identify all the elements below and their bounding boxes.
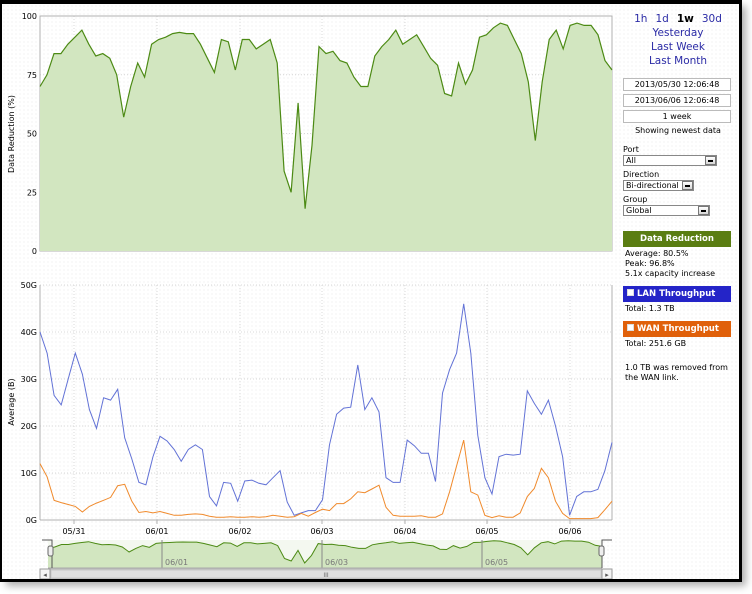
start-time-field[interactable]: 2013/05/30 12:06:48 xyxy=(623,78,731,91)
scroll-grip-icon: III xyxy=(323,572,329,579)
navigator-right-handle[interactable] xyxy=(598,545,605,557)
scroll-thumb[interactable] xyxy=(50,569,602,579)
range-1d[interactable]: 1d xyxy=(655,13,669,25)
svg-text:0G: 0G xyxy=(26,516,37,525)
duration-field[interactable]: 1 week xyxy=(623,110,731,123)
wan-total: Total: 251.6 GB xyxy=(625,339,687,348)
svg-text:100: 100 xyxy=(22,12,37,21)
svg-text:06/05: 06/05 xyxy=(475,527,498,536)
navigator-left-bracket xyxy=(42,539,53,568)
svg-text:06/02: 06/02 xyxy=(228,527,251,536)
control-panel: 1h 1d 1w 30d Yesterday Last Week Last Month… xyxy=(622,4,734,383)
range-1w[interactable]: 1w xyxy=(676,13,694,25)
throughput-axis-label: Average (B) xyxy=(7,378,16,425)
wan-throughput-line xyxy=(39,439,613,520)
svg-text:40G: 40G xyxy=(21,328,37,337)
charts-canvas: 0 25 50 75 100 Data Reduction (%) 0G 10G 20G 30… xyxy=(7,12,613,579)
data-reduction-average: Average: 80.5% xyxy=(625,249,689,258)
port-select[interactable]: All xyxy=(623,155,717,166)
svg-text:06/04: 06/04 xyxy=(393,527,416,536)
lan-total: Total: 1.3 TB xyxy=(625,304,675,313)
svg-text:50: 50 xyxy=(27,130,37,139)
navigator-line xyxy=(47,540,603,564)
time-navigator[interactable]: 06/01 06/03 06/05 ◂ III ▸ xyxy=(39,539,613,579)
svg-text:06/01: 06/01 xyxy=(165,558,188,567)
port-select-value: All xyxy=(626,156,636,165)
range-last-month-link[interactable]: Last Month xyxy=(648,55,708,67)
svg-text:06/03: 06/03 xyxy=(310,527,333,536)
arrow-left-icon: ◂ xyxy=(43,571,47,579)
checkbox-checked-icon[interactable] xyxy=(627,289,634,296)
chevron-down-icon[interactable] xyxy=(682,181,693,190)
range-1h[interactable]: 1h xyxy=(634,13,648,25)
data-reduction-stats: Average: 80.5% Peak: 96.8% 5.1x capacity… xyxy=(625,249,734,279)
data-reduction-peak: Peak: 96.8% xyxy=(625,259,675,268)
chevron-down-icon[interactable] xyxy=(705,156,716,165)
chevron-down-icon[interactable] xyxy=(698,206,709,215)
svg-text:20G: 20G xyxy=(21,422,37,431)
scroll-right-button[interactable] xyxy=(601,568,613,579)
svg-text:05/31: 05/31 xyxy=(62,527,85,536)
time-range-selector: 1h 1d 1w 30d Yesterday Last Week Last Month xyxy=(622,12,734,68)
wan-removed-note: 1.0 TB was removed from the WAN link. xyxy=(625,363,728,382)
throughput-chart: 0G 10G 20G 30G 40G 50G 05/31 06/01 06/02 06/03 06… xyxy=(7,281,613,536)
range-last-week-link[interactable]: Last Week xyxy=(651,41,705,53)
report-window: 0 25 50 75 100 Data Reduction (%) 0G 10G 20G 30… xyxy=(0,0,742,582)
svg-text:30G: 30G xyxy=(21,375,37,384)
group-select-value: Global xyxy=(626,206,652,215)
svg-text:06/06: 06/06 xyxy=(558,527,581,536)
scroll-left-button[interactable] xyxy=(39,568,51,579)
lan-legend-label: LAN Throughput xyxy=(637,289,716,299)
group-label: Group xyxy=(623,195,648,204)
svg-text:25: 25 xyxy=(27,188,37,197)
lan-throughput-legend-toggle[interactable]: LAN Throughput xyxy=(623,286,731,302)
range-30d[interactable]: 30d xyxy=(701,13,722,25)
navigator-right-bracket xyxy=(601,539,612,568)
data-reduction-line xyxy=(39,22,613,209)
direction-select-value: Bi-directional xyxy=(626,181,679,190)
svg-text:0: 0 xyxy=(32,247,37,256)
capacity-increase: 5.1x capacity increase xyxy=(625,269,716,278)
svg-text:10G: 10G xyxy=(21,469,37,478)
svg-text:06/01: 06/01 xyxy=(145,527,168,536)
group-select[interactable]: Global xyxy=(623,205,710,216)
svg-text:06/03: 06/03 xyxy=(325,558,348,567)
data-reduction-chart: 0 25 50 75 100 Data Reduction (%) xyxy=(7,12,613,256)
data-reduction-axis-label: Data Reduction (%) xyxy=(7,95,16,173)
end-time-field[interactable]: 2013/06/06 12:06:48 xyxy=(623,94,731,107)
range-yesterday-link[interactable]: Yesterday xyxy=(652,27,704,39)
port-label: Port xyxy=(623,145,639,154)
arrow-right-icon: ▸ xyxy=(605,571,609,579)
wan-legend-label: WAN Throughput xyxy=(637,324,719,334)
data-reduction-legend-header: Data Reduction xyxy=(623,231,731,247)
data-reduction-area xyxy=(40,23,612,251)
direction-label: Direction xyxy=(623,170,660,179)
checkbox-checked-icon[interactable] xyxy=(627,324,634,331)
navigator-left-handle[interactable] xyxy=(47,545,54,557)
svg-text:50G: 50G xyxy=(21,281,37,290)
lan-throughput-line xyxy=(39,303,613,516)
svg-text:75: 75 xyxy=(27,71,37,80)
data-status-text: Showing newest data xyxy=(635,126,721,135)
wan-throughput-legend-toggle[interactable]: WAN Throughput xyxy=(623,321,731,337)
svg-text:06/05: 06/05 xyxy=(485,558,508,567)
direction-select[interactable]: Bi-directional xyxy=(623,180,694,191)
